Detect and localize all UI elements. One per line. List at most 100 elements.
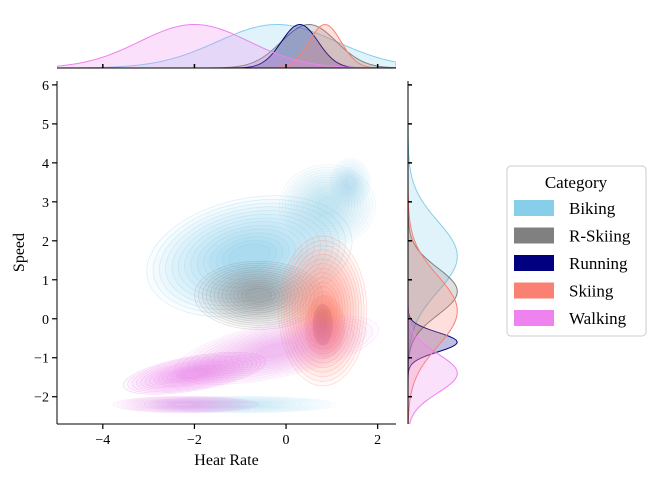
density-contour-biking-3-2 — [155, 397, 325, 412]
density-contour-running-0-13 — [320, 320, 325, 330]
right-marginal-curves — [408, 81, 458, 424]
density-contour-walking-2-5 — [134, 398, 236, 411]
density-biking — [143, 158, 376, 413]
density-contour-skiing-1-12 — [319, 318, 331, 336]
density-contour-walking-2-13 — [170, 402, 201, 407]
legend-swatch-biking — [514, 200, 554, 216]
density-contour-biking-1-6 — [296, 179, 359, 232]
legend-entry-running: Running — [514, 254, 628, 273]
density-contour-walking-0-8 — [157, 362, 232, 385]
density-contour-biking-2-1 — [331, 159, 370, 206]
density-contour-biking-2-6 — [337, 166, 364, 198]
density-contour-r-skiing-0-12 — [241, 286, 276, 305]
density-contour-biking-0-0 — [146, 195, 353, 318]
density-contour-biking-3-5 — [173, 398, 308, 411]
density-contour-running-0-12 — [319, 318, 326, 331]
density-contour-walking-0-6 — [149, 359, 240, 387]
top-marginal-axes — [57, 64, 396, 69]
density-contour-r-skiing-0-8 — [225, 277, 292, 314]
density-contour-walking-2-11 — [161, 401, 210, 408]
x-tick-label: −2 — [187, 433, 202, 448]
density-contour-r-skiing-0-2 — [201, 265, 316, 326]
density-contour-walking-0-3 — [136, 355, 253, 391]
density-contour-skiing-0-13 — [313, 295, 333, 327]
legend-label-r-skiing: R-Skiing — [569, 227, 631, 246]
right-marginal-axes — [407, 81, 412, 424]
density-contour-walking-2-9 — [152, 400, 218, 409]
density-contour-skiing-0-1 — [281, 240, 365, 382]
density-walking — [112, 315, 380, 413]
density-contours — [112, 158, 380, 413]
density-contour-r-skiing-0-9 — [229, 279, 288, 311]
top-marginal-curves — [57, 23, 396, 68]
density-contour-walking-1-5 — [205, 325, 349, 375]
density-contour-skiing-1-0 — [304, 295, 346, 358]
density-contour-biking-1-5 — [293, 177, 361, 235]
density-contour-walking-1-3 — [193, 321, 361, 379]
legend-swatch-walking — [514, 310, 554, 326]
legend-label-skiing: Skiing — [569, 282, 614, 301]
density-contour-walking-0-10 — [166, 364, 223, 382]
density-skiing — [278, 235, 368, 387]
density-contour-skiing-1-9 — [315, 312, 335, 341]
legend-entry-walking: Walking — [514, 309, 627, 328]
density-contour-running-0-11 — [319, 317, 327, 332]
density-contour-skiing-0-9 — [302, 276, 343, 345]
density-contour-biking-1-12 — [314, 194, 341, 217]
density-contour-biking-2-5 — [335, 165, 365, 200]
density-contour-biking-3-6 — [179, 399, 302, 410]
density-contour-biking-0-6 — [184, 217, 315, 296]
legend-label-running: Running — [569, 254, 628, 273]
density-contour-walking-0-5 — [144, 358, 245, 389]
density-contour-running-0-0 — [312, 303, 333, 346]
density-contour-skiing-1-6 — [312, 306, 338, 347]
density-contour-skiing-0-2 — [283, 244, 362, 378]
density-contour-r-skiing-0-7 — [221, 275, 296, 316]
density-contour-biking-3-8 — [190, 400, 290, 409]
density-contour-walking-0-9 — [162, 363, 227, 384]
density-contour-running-0-7 — [316, 312, 329, 337]
density-contour-biking-2-13 — [345, 177, 355, 188]
density-contour-walking-0-1 — [127, 353, 262, 394]
density-contour-walking-0-0 — [123, 352, 266, 395]
y-tick-label: 0 — [42, 313, 49, 328]
density-contour-walking-2-2 — [121, 397, 249, 412]
legend-title: Category — [545, 173, 608, 192]
density-contour-r-skiing-0-0 — [194, 260, 324, 330]
density-contour-biking-1-8 — [302, 184, 353, 227]
density-contour-r-skiing-0-6 — [217, 273, 300, 318]
density-contour-skiing-0-7 — [297, 267, 349, 355]
legend-entry-r-skiing: R-Skiing — [514, 227, 631, 246]
density-contour-biking-3-3 — [161, 397, 320, 412]
density-contour-biking-3-10 — [202, 401, 278, 408]
legend-swatch-running — [514, 255, 554, 271]
density-contour-biking-0-1 — [152, 199, 347, 314]
density-contour-r-skiing-0-1 — [198, 263, 320, 328]
y-tick-label: −2 — [34, 391, 49, 406]
density-contour-walking-1-9 — [230, 334, 324, 366]
main-plot-area: −4 −2 0 2 −2 −1 0 1 2 3 4 5 6 Hear Rate Speed — [11, 79, 396, 469]
density-contour-biking-3-12 — [214, 402, 267, 407]
density-contour-biking-3-4 — [167, 398, 314, 411]
density-contour-skiing-0-12 — [310, 290, 335, 332]
density-contour-biking-2-9 — [340, 171, 360, 194]
legend-entry-biking: Biking — [514, 199, 616, 218]
density-contour-walking-2-6 — [139, 399, 232, 410]
density-contour-skiing-1-4 — [309, 303, 341, 351]
density-contour-walking-0-4 — [140, 357, 249, 390]
x-tick-label: 2 — [374, 433, 381, 448]
legend-label-walking: Walking — [569, 309, 627, 328]
density-contour-biking-3-0 — [143, 396, 337, 413]
density-running — [312, 303, 333, 346]
right-marginal-skiing — [408, 81, 458, 424]
y-tick-label: 5 — [42, 118, 49, 133]
density-contour-running-0-1 — [313, 305, 333, 345]
density-contour-running-0-5 — [315, 310, 330, 340]
top-marginal-skiing — [57, 24, 396, 68]
density-contour-walking-2-0 — [112, 396, 258, 413]
density-contour-biking-0-5 — [177, 213, 321, 299]
density-contour-skiing-0-0 — [278, 235, 368, 387]
density-contour-walking-2-7 — [143, 399, 227, 410]
density-contour-walking-1-8 — [224, 332, 330, 368]
